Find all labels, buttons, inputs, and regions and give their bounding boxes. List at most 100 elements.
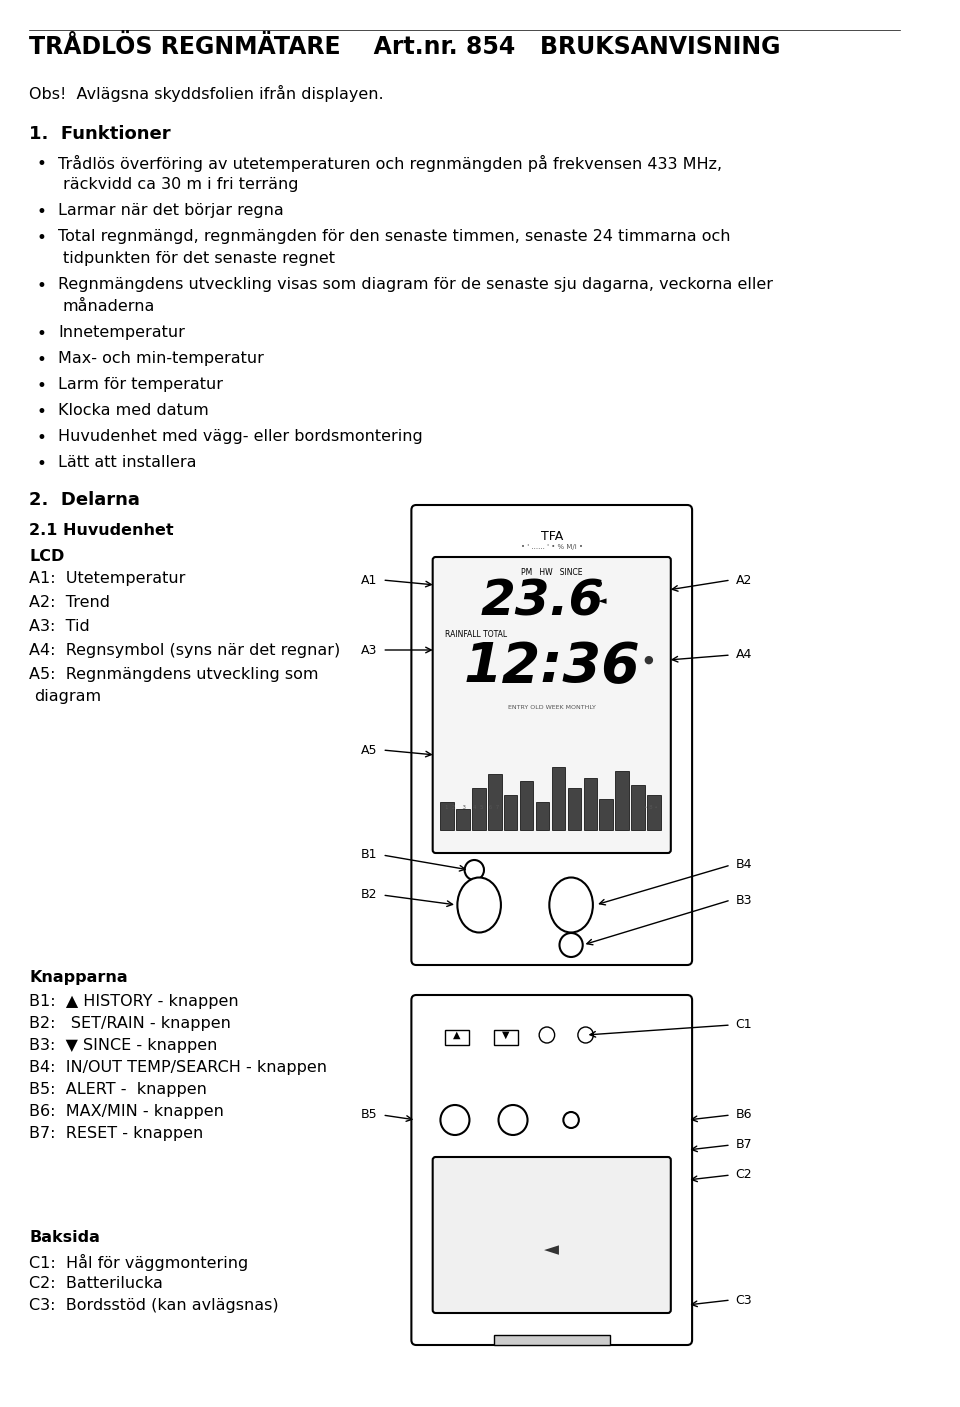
Text: 1  2    3    4  5   6  7: 1 2 3 4 5 6 7: [445, 805, 499, 810]
Text: B2:   SET/RAIN - knappen: B2: SET/RAIN - knappen: [29, 1016, 231, 1031]
Text: ▲: ▲: [453, 1030, 461, 1040]
Text: diagram: diagram: [34, 689, 101, 704]
Text: Larmar när det börjar regna: Larmar när det börjar regna: [58, 203, 284, 218]
Bar: [552, 767, 565, 830]
Text: C3: C3: [735, 1293, 753, 1307]
Text: A5:  Regnmängdens utveckling som: A5: Regnmängdens utveckling som: [29, 667, 319, 682]
Text: Knapparna: Knapparna: [29, 969, 128, 985]
Bar: [632, 785, 645, 830]
FancyBboxPatch shape: [412, 995, 692, 1345]
Bar: [615, 771, 629, 830]
Text: C3:  Bordsstöd (kan avlägsnas): C3: Bordsstöd (kan avlägsnas): [29, 1299, 278, 1313]
Text: •: •: [36, 377, 47, 395]
Bar: [504, 795, 517, 830]
Bar: [599, 799, 612, 830]
Text: C1:  Hål för väggmontering: C1: Hål för väggmontering: [29, 1254, 249, 1271]
Text: A4:  Regnsymbol (syns när det regnar): A4: Regnsymbol (syns när det regnar): [29, 643, 340, 658]
Ellipse shape: [498, 1104, 528, 1135]
FancyBboxPatch shape: [433, 1157, 671, 1313]
Text: Klocka med datum: Klocka med datum: [58, 402, 209, 418]
Text: • ' ...... ' • % M/i •: • ' ...... ' • % M/i •: [520, 545, 583, 550]
Text: räckvidd ca 30 m i fri terräng: räckvidd ca 30 m i fri terräng: [63, 177, 299, 191]
Text: B7: B7: [735, 1138, 753, 1151]
Text: PM   HW   SINCE: PM HW SINCE: [521, 568, 583, 577]
Text: B2: B2: [361, 888, 377, 902]
Text: A1:  Utetemperatur: A1: Utetemperatur: [29, 571, 185, 585]
Text: Obs!  Avlägsna skyddsfolien ifrån displayen.: Obs! Avlägsna skyddsfolien ifrån display…: [29, 84, 384, 103]
Text: •: •: [36, 155, 47, 173]
Text: ◄: ◄: [598, 597, 607, 606]
Bar: [472, 788, 486, 830]
Text: A3: A3: [361, 643, 377, 657]
Text: ◄: ◄: [544, 1241, 560, 1259]
Text: C2: C2: [735, 1168, 753, 1182]
Bar: [567, 788, 581, 830]
Bar: [584, 778, 597, 830]
Circle shape: [564, 1112, 579, 1128]
Text: Lätt att installera: Lätt att installera: [58, 454, 197, 470]
Text: Max- och min-temperatur: Max- och min-temperatur: [58, 350, 264, 366]
Text: TFA: TFA: [540, 530, 563, 543]
Text: B1:  ▲ HISTORY - knappen: B1: ▲ HISTORY - knappen: [29, 993, 239, 1009]
Bar: [456, 809, 469, 830]
Text: ▼: ▼: [501, 1030, 509, 1040]
Text: B5: B5: [361, 1109, 377, 1121]
Text: Huvudenhet med vägg- eller bordsmontering: Huvudenhet med vägg- eller bordsmonterin…: [58, 429, 422, 445]
Ellipse shape: [457, 878, 501, 933]
Text: B5:  ALERT -  knappen: B5: ALERT - knappen: [29, 1082, 207, 1097]
Text: B6:  MAX/MIN - knappen: B6: MAX/MIN - knappen: [29, 1104, 224, 1119]
Text: °: °: [592, 580, 604, 599]
FancyBboxPatch shape: [412, 505, 692, 965]
Text: •: •: [36, 454, 47, 473]
Text: 1.  Funktioner: 1. Funktioner: [29, 125, 171, 144]
Text: A2:  Trend: A2: Trend: [29, 595, 110, 611]
Bar: [493, 1030, 517, 1045]
Text: RAINFALL TOTAL: RAINFALL TOTAL: [445, 630, 508, 639]
Text: •: •: [36, 203, 47, 221]
Text: 2.  Delarna: 2. Delarna: [29, 491, 140, 509]
Text: B3:  ▼ SINCE - knappen: B3: ▼ SINCE - knappen: [29, 1038, 217, 1052]
Bar: [520, 781, 534, 830]
Text: ENTRY OLD WEEK MONTHLY: ENTRY OLD WEEK MONTHLY: [508, 705, 595, 711]
Bar: [441, 802, 454, 830]
Text: A3:  Tid: A3: Tid: [29, 619, 90, 635]
Text: Total regnmängd, regnmängden för den senaste timmen, senaste 24 timmarna och: Total regnmängd, regnmängden för den sen…: [58, 229, 731, 243]
Text: Innetemperatur: Innetemperatur: [58, 325, 185, 340]
Text: •: •: [36, 277, 47, 295]
Text: Baksida: Baksida: [29, 1230, 100, 1245]
Text: •: •: [36, 325, 47, 343]
Circle shape: [465, 860, 484, 879]
Text: A2: A2: [735, 574, 752, 587]
Bar: [445, 1030, 469, 1045]
Text: B4:  IN/OUT TEMP/SEARCH - knappen: B4: IN/OUT TEMP/SEARCH - knappen: [29, 1059, 327, 1075]
Bar: [647, 795, 660, 830]
Text: •: •: [36, 229, 47, 248]
Text: B7:  RESET - knappen: B7: RESET - knappen: [29, 1126, 204, 1141]
Text: B3: B3: [735, 893, 752, 906]
Circle shape: [578, 1027, 593, 1043]
Text: •: •: [36, 429, 47, 447]
FancyBboxPatch shape: [433, 557, 671, 853]
Text: Larm för temperatur: Larm för temperatur: [58, 377, 223, 393]
Text: •: •: [36, 402, 47, 421]
Text: A5: A5: [361, 743, 377, 757]
Bar: [493, 1335, 610, 1345]
Text: tidpunkten för det senaste regnet: tidpunkten för det senaste regnet: [63, 250, 335, 266]
Text: månaderna: månaderna: [63, 300, 156, 314]
Text: TRÅDLÖS REGNMÄTARE    Art.nr. 854   BRUKSANVISNING: TRÅDLÖS REGNMÄTARE Art.nr. 854 BRUKSANVI…: [29, 35, 780, 59]
Text: B6: B6: [735, 1109, 752, 1121]
Text: B4: B4: [735, 858, 752, 871]
Ellipse shape: [549, 878, 593, 933]
Text: Trådlös överföring av utetemperaturen och regnmängden på frekvensen 433 MHz,: Trådlös överföring av utetemperaturen oc…: [58, 155, 722, 172]
Text: C2:  Batterilucka: C2: Batterilucka: [29, 1276, 163, 1292]
Text: B1: B1: [361, 848, 377, 861]
Text: A4: A4: [735, 649, 752, 661]
Text: A1: A1: [361, 574, 377, 587]
Text: LCD: LCD: [29, 549, 64, 564]
Text: 23.6: 23.6: [480, 578, 604, 626]
Ellipse shape: [441, 1104, 469, 1135]
Text: 2.1 Huvudenhet: 2.1 Huvudenhet: [29, 523, 174, 537]
Circle shape: [560, 933, 583, 957]
Text: •: •: [36, 350, 47, 369]
Circle shape: [540, 1027, 555, 1043]
